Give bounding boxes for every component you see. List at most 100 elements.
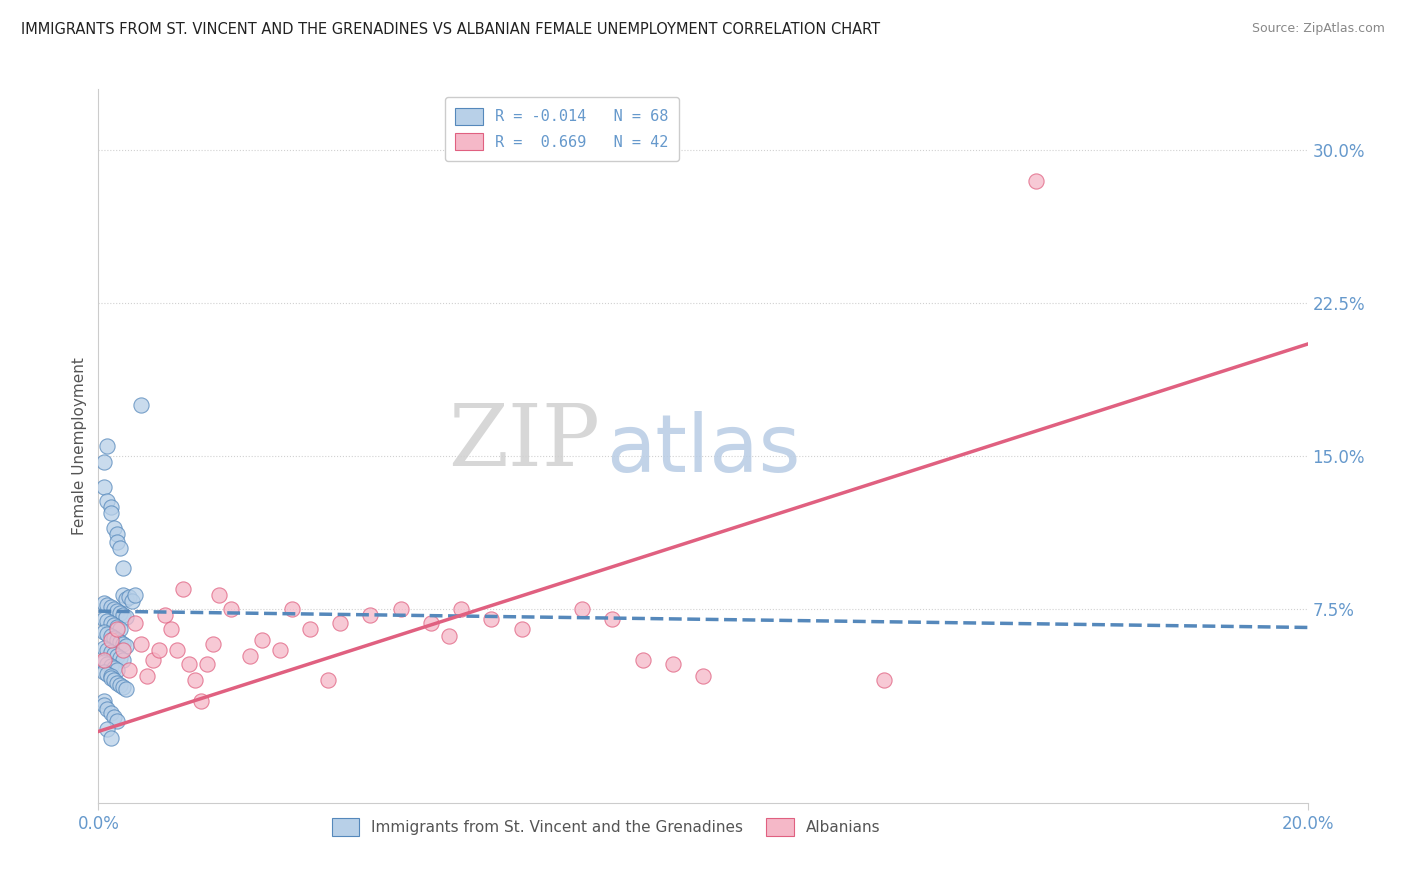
Point [105,714,128,729]
Point [299,623,322,637]
Text: atlas: atlas [606,410,800,489]
Point [100,645,122,659]
Text: IMMIGRANTS FROM ST. VINCENT AND THE GRENADINES VS ALBANIAN FEMALE UNEMPLOYMENT C: IMMIGRANTS FROM ST. VINCENT AND THE GREN… [21,22,880,37]
Point [172,582,194,596]
Point [481,612,503,626]
Point [103,520,125,534]
Point [93,653,115,667]
Point [93,596,115,610]
Point [316,673,339,688]
Point [93,640,115,655]
Point [118,663,141,677]
Point [571,602,593,616]
Point [160,623,183,637]
Point [184,673,207,688]
Point [93,698,115,712]
Point [420,616,443,631]
Point [93,694,115,708]
Point [510,623,533,637]
Point [602,612,624,626]
Point [661,657,683,672]
Point [103,710,125,724]
Point [111,561,134,575]
Point [631,653,654,667]
Point [103,618,125,632]
Point [105,663,128,677]
Point [195,657,218,672]
Point [250,632,273,647]
Point [93,480,115,494]
Point [121,594,143,608]
Y-axis label: Female Unemployment: Female Unemployment [72,357,87,535]
Point [111,588,134,602]
Point [281,602,304,616]
Point [96,643,118,657]
Point [105,526,128,541]
Point [111,653,134,667]
Point [179,657,201,672]
Point [108,634,131,648]
Point [111,680,134,694]
Point [239,648,262,663]
Point [100,629,122,643]
Point [93,455,115,469]
Point [1024,174,1046,188]
Point [108,606,131,620]
Point [93,612,115,626]
Point [111,643,134,657]
Point [129,398,152,412]
Point [96,702,118,716]
Point [111,608,134,623]
Point [208,588,231,602]
Point [692,669,714,683]
Point [114,610,136,624]
Text: ZIP: ZIP [449,401,600,484]
Point [202,637,225,651]
Point [114,591,136,606]
Point [114,639,136,653]
Point [100,672,122,686]
Point [100,616,122,631]
Point [96,626,118,640]
Point [129,637,152,651]
Point [190,694,212,708]
Point [221,602,243,616]
Point [873,673,896,688]
Point [105,623,128,637]
Point [93,655,115,669]
Point [100,706,122,720]
Point [450,602,472,616]
Point [96,598,118,612]
Point [108,541,131,555]
Point [105,632,128,647]
Point [124,588,146,602]
Point [100,506,122,520]
Point [96,667,118,681]
Point [96,439,118,453]
Point [111,637,134,651]
Point [105,620,128,634]
Point [153,608,176,623]
Point [96,494,118,508]
Point [108,623,131,637]
Point [148,643,170,657]
Point [103,661,125,675]
Point [100,669,122,683]
Point [100,500,122,515]
Point [105,648,128,663]
Point [114,681,136,696]
Point [96,657,118,672]
Point [108,651,131,665]
Point [103,631,125,645]
Point [103,647,125,661]
Point [269,643,291,657]
Point [100,632,122,647]
Point [93,624,115,639]
Point [105,534,128,549]
Point [103,673,125,688]
Point [96,615,118,629]
Text: Source: ZipAtlas.com: Source: ZipAtlas.com [1251,22,1385,36]
Legend: Immigrants from St. Vincent and the Grenadines, Albanians: Immigrants from St. Vincent and the Gren… [322,809,890,845]
Point [118,590,141,604]
Point [360,608,382,623]
